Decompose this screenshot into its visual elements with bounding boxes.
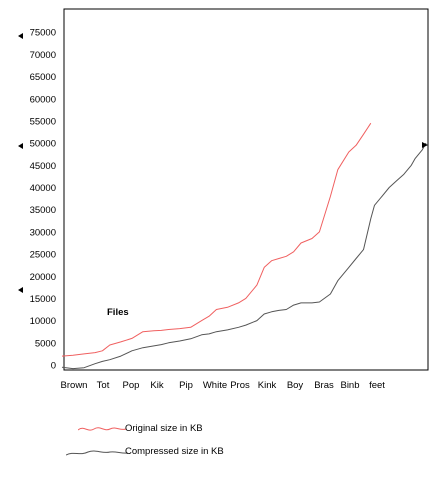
y-tick-label: 35000 (30, 205, 56, 216)
legend-item-compressed: Compressed size in KB (66, 446, 286, 460)
arrow-marker-icon (18, 33, 23, 39)
x-tick-label: Boy (287, 380, 304, 391)
x-tick-label: feet (369, 380, 385, 391)
x-tick-label: Pip (179, 380, 193, 391)
y-tick-label: 75000 (30, 28, 56, 39)
files-annotation: Files (107, 307, 129, 318)
x-tick-label: White (203, 380, 227, 391)
legend-swatch-original (78, 427, 127, 431)
y-axis-ticks: 0 5000 10000 15000 20000 25000 30000 35000 40000… (30, 28, 56, 372)
y-tick-label: 45000 (30, 161, 56, 172)
arrow-marker-icon (18, 287, 23, 293)
y-tick-label: 30000 (30, 227, 56, 238)
y-tick-label: 5000 (35, 338, 56, 349)
y-tick-label: 10000 (30, 316, 56, 327)
y-tick-label: 20000 (30, 272, 56, 283)
legend-item-original: Original size in KB (78, 423, 278, 437)
series-layer (61, 122, 427, 370)
x-tick-label: Pop (123, 380, 140, 391)
x-tick-label: Kik (150, 380, 163, 391)
x-tick-label: Brown (61, 380, 88, 391)
y-tick-label: 25000 (30, 250, 56, 261)
y-tick-label: 40000 (30, 183, 56, 194)
arrow-marker-icon (18, 143, 23, 149)
series-line-original (61, 122, 372, 357)
arrow-markers (18, 33, 428, 293)
x-tick-label: Tot (97, 380, 110, 391)
x-tick-label: Bras (314, 380, 334, 391)
x-tick-label: Kink (258, 380, 277, 391)
y-tick-label: 70000 (30, 50, 56, 61)
plot-frame (63, 8, 429, 371)
series-line-compressed (61, 142, 427, 370)
arrow-marker-icon (422, 142, 428, 148)
y-tick-label: 0 (51, 361, 56, 372)
y-tick-label: 60000 (30, 94, 56, 105)
y-tick-label: 15000 (30, 294, 56, 305)
y-tick-label: 55000 (30, 116, 56, 127)
x-axis-ticks: Brown Tot Pop Kik Pip White Pros Kink Boy Bras Bin… (61, 380, 386, 391)
y-tick-label: 65000 (30, 72, 56, 83)
legend-label-compressed: Compressed size in KB (125, 446, 224, 457)
y-tick-label: 50000 (30, 139, 56, 150)
x-tick-label: Pros (230, 380, 250, 391)
x-tick-label: Binb (340, 380, 359, 391)
legend-swatch-compressed (66, 450, 129, 456)
legend-label-original: Original size in KB (125, 423, 203, 434)
